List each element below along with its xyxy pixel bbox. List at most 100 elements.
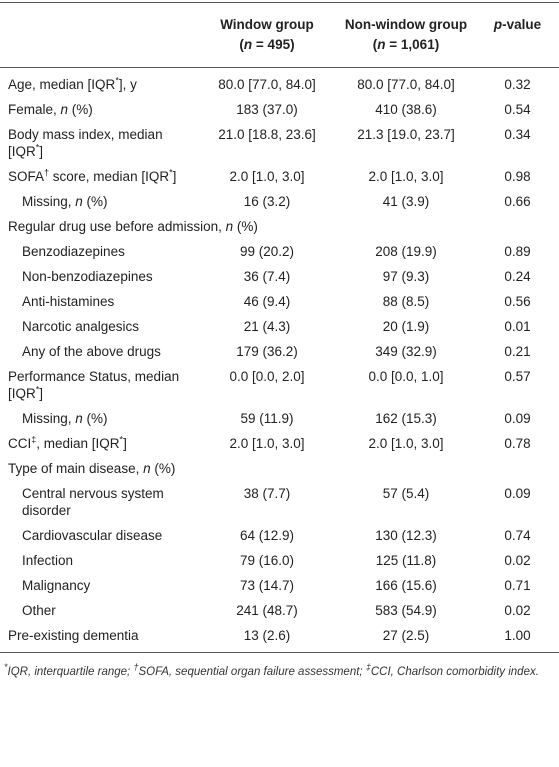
column-subheader <box>0 35 198 68</box>
cell: 162 (15.3) <box>375 411 437 426</box>
text: (%) <box>68 102 93 117</box>
data-row: Cardiovascular disease 64 (12.9) 130 (12.3… <box>0 523 559 548</box>
p-value: 0.21 <box>504 344 531 359</box>
italic-text: p <box>493 17 503 32</box>
cell: 80.0 [77.0, 84.0] <box>218 77 316 92</box>
cell: 0.0 [0.0, 1.0] <box>368 369 444 384</box>
p-value: 0.32 <box>504 77 531 92</box>
cell: 20 (1.9) <box>382 319 430 334</box>
text: ] <box>39 144 44 159</box>
data-row: Infection 79 (16.0) 125 (11.8) 0.02 <box>0 548 559 573</box>
p-value: 0.89 <box>504 244 531 259</box>
p-value: 0.09 <box>504 411 531 426</box>
column-header: p-value <box>476 2 559 35</box>
footnote: *IQR, interquartile range; †SOFA, sequen… <box>0 653 559 682</box>
text: SOFA <box>8 169 45 184</box>
superscript: * <box>169 167 173 178</box>
cell: 125 (11.8) <box>375 553 437 568</box>
text: Body mass index, median [IQR <box>8 127 163 159</box>
cell: 241 (48.7) <box>236 603 298 618</box>
cell: 41 (3.9) <box>382 194 430 209</box>
row-label: Any of the above drugs <box>0 339 198 364</box>
data-row: Age, median [IQR*], y 80.0 [77.0, 84.0] 80… <box>0 68 559 98</box>
text: ] <box>172 169 177 184</box>
table-header: Window group Non-window group p-value (n =… <box>0 2 559 68</box>
data-row: Performance Status, median [IQR*] 0.0 [0.… <box>0 364 559 406</box>
cell: 59 (11.9) <box>240 411 294 426</box>
data-row: Body mass index, median [IQR*] 21.0 [18.8… <box>0 122 559 164</box>
section-row: Regular drug use before admission, n (%) <box>0 214 559 239</box>
superscript: † <box>133 662 139 673</box>
p-value: 0.57 <box>504 369 531 384</box>
superscript: * <box>115 75 119 86</box>
p-value: 0.02 <box>504 603 531 618</box>
italic-text: n <box>377 37 386 52</box>
cell: 36 (7.4) <box>243 269 291 284</box>
table-wrapper: Window group Non-window group p-value (n =… <box>0 2 559 682</box>
header-subrow: (n = 495) (n = 1,061) <box>0 35 559 68</box>
cell: 38 (7.7) <box>243 486 291 501</box>
text: ] <box>39 386 44 401</box>
p-value: 0.98 <box>504 169 531 184</box>
data-row: CCI‡, median [IQR*] 2.0 [1.0, 3.0] 2.0 [1.… <box>0 431 559 456</box>
italic-text: SOFA, sequential organ failure assessmen… <box>138 666 366 678</box>
data-row: Female, n (%) 183 (37.0) 410 (38.6) 0.54 <box>0 97 559 122</box>
cell: 13 (2.6) <box>198 623 336 653</box>
text: (%) <box>82 194 108 209</box>
text: Other <box>22 603 56 618</box>
text: Female, <box>8 102 61 117</box>
data-row: Narcotic analgesics 21 (4.3) 20 (1.9) 0.01 <box>0 314 559 339</box>
p-value: 0.01 <box>504 319 531 334</box>
row-label: Anti-histamines <box>0 289 198 314</box>
data-row: Benzodiazepines 99 (20.2) 208 (19.9) 0.89 <box>0 239 559 264</box>
p-value: 0.24 <box>504 269 531 284</box>
cell: 79 (16.0) <box>239 553 295 568</box>
superscript: * <box>119 434 124 445</box>
italic-text: n <box>75 411 83 426</box>
text: ], y <box>118 77 137 92</box>
p-value: 0.34 <box>504 127 531 142</box>
text: Cardiovascular disease <box>22 528 163 543</box>
row-label: Non-benzodiazepines <box>0 264 198 289</box>
text: (%) <box>150 461 176 476</box>
data-row: Missing, n (%) 59 (11.9) 162 (15.3) 0.09 <box>0 406 559 431</box>
row-label: Missing, n (%) <box>0 189 198 214</box>
section-row: Type of main disease, n (%) <box>0 456 559 481</box>
cell: 410 (38.6) <box>375 102 437 117</box>
text: Any of the above drugs <box>22 344 161 359</box>
text: score, median [IQR <box>49 169 170 184</box>
cell: 166 (15.6) <box>375 578 437 593</box>
column-subheader: (n = 495) <box>198 35 336 68</box>
text: Narcotic analgesics <box>22 319 140 334</box>
text: Performance Status, median [IQR <box>8 369 180 401</box>
data-row: Non-benzodiazepines 36 (7.4) 97 (9.3) 0.24 <box>0 264 559 289</box>
text: Age, median [IQR <box>8 77 116 92</box>
p-value: 0.09 <box>504 486 531 501</box>
text: ( <box>372 37 378 52</box>
text: ] <box>123 436 127 451</box>
data-row: Other 241 (48.7) 583 (54.9) 0.02 <box>0 598 559 623</box>
row-label: Female, n (%) <box>0 97 198 122</box>
italic-text: n <box>243 37 253 52</box>
text: Benzodiazepines <box>22 244 125 259</box>
cell: 0.0 [0.0, 2.0] <box>229 369 305 384</box>
cell: 349 (32.9) <box>375 344 437 359</box>
superscript: ‡ <box>31 434 37 445</box>
cell: 27 (2.5) <box>336 623 476 653</box>
superscript: † <box>44 167 50 178</box>
text: Type of main disease, <box>8 461 144 476</box>
text: = 1,061) <box>385 37 440 52</box>
row-label: Age, median [IQR*], y <box>0 68 198 98</box>
superscript: * <box>4 662 8 673</box>
cell: 130 (12.3) <box>375 528 437 543</box>
cell: 2.0 [1.0, 3.0] <box>229 169 305 184</box>
text: Non-window group <box>344 17 468 32</box>
text: -value <box>502 17 542 32</box>
cell: 2.0 [1.0, 3.0] <box>368 436 444 451</box>
text: Window group <box>220 17 314 32</box>
text: (%) <box>82 411 108 426</box>
text: Missing, <box>22 194 76 209</box>
row-label: Narcotic analgesics <box>0 314 198 339</box>
cell: 179 (36.2) <box>236 344 298 359</box>
